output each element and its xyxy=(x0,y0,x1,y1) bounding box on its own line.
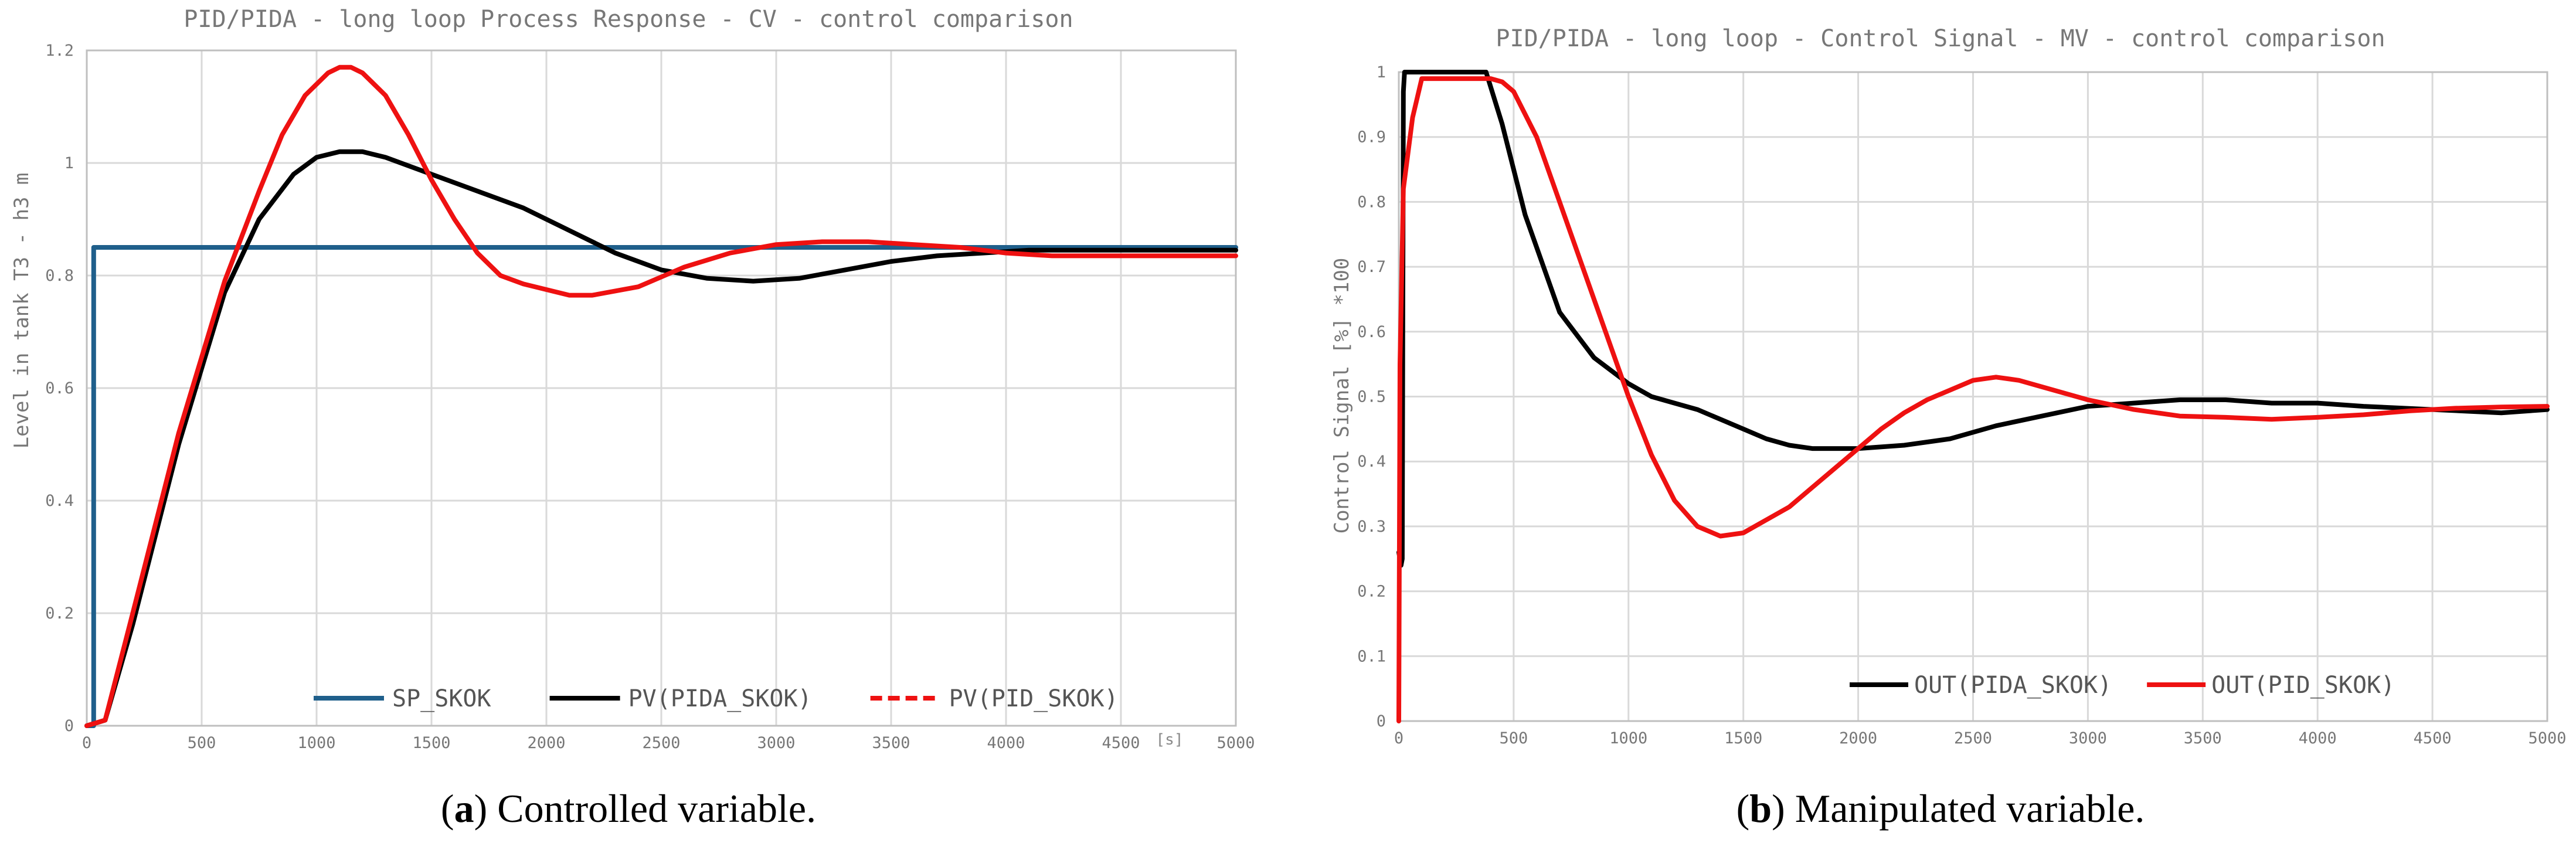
chart-left-y-ticks: 0 0.2 0.4 0.6 0.8 1 1.2 xyxy=(45,42,74,735)
x-tick-label: 1500 xyxy=(1724,729,1762,747)
x-tick-label: 3500 xyxy=(872,734,910,752)
y-tick-label: 0.6 xyxy=(1357,323,1386,341)
y-tick-label: 0.4 xyxy=(1357,453,1386,471)
series-line-2 xyxy=(84,64,1238,728)
caption-right-text: Manipulated variable. xyxy=(1785,786,2145,831)
x-tick-label: 5000 xyxy=(1216,734,1255,752)
x-tick-label: 3000 xyxy=(2069,729,2107,747)
x-tick-label: 5000 xyxy=(2528,729,2566,747)
chart-right-series xyxy=(1396,70,2550,723)
x-tick-label: 2000 xyxy=(527,734,565,752)
series-line-0 xyxy=(1396,70,2550,568)
y-tick-label: 1 xyxy=(1377,63,1386,81)
x-tick-label: 500 xyxy=(1500,729,1528,747)
x-tick-label: 2500 xyxy=(642,734,680,752)
y-tick-label: 0.1 xyxy=(1357,647,1386,665)
chart-right-y-axis-title: Control Signal [%] *100 xyxy=(1330,258,1354,534)
x-tick-label: 1000 xyxy=(297,734,335,752)
x-tick-label: 2500 xyxy=(1954,729,1992,747)
legend-label-1: OUT(PID_SKOK) xyxy=(2211,672,2395,699)
x-tick-label: 2000 xyxy=(1839,729,1877,747)
y-tick-label: 0.2 xyxy=(45,604,74,623)
caption-left-letter: a xyxy=(454,786,474,831)
chart-left-title: PID/PIDA - long loop Process Response - … xyxy=(183,6,1073,33)
y-tick-label: 0.9 xyxy=(1357,128,1386,147)
chart-left-series xyxy=(84,64,1238,728)
y-tick-label: 0 xyxy=(1377,712,1386,730)
chart-controlled-variable: PID/PIDA - long loop Process Response - … xyxy=(10,6,1255,752)
x-tick-label: 4000 xyxy=(987,734,1025,752)
y-tick-label: 0 xyxy=(64,717,74,735)
legend-label-2: PV(PID_SKOK) xyxy=(949,685,1119,712)
chart-right-legend: OUT(PIDA_SKOK) OUT(PID_SKOK) xyxy=(1850,672,2395,699)
chart-manipulated-variable: PID/PIDA - long loop - Control Signal - … xyxy=(1330,25,2567,747)
x-tick-label: 3000 xyxy=(757,734,795,752)
caption-left-close: ) xyxy=(474,786,488,831)
y-tick-label: 0.6 xyxy=(45,379,74,397)
y-tick-label: 0.8 xyxy=(45,267,74,285)
caption-left-open: ( xyxy=(441,786,454,831)
chart-left-legend: SP_SKOK PV(PIDA_SKOK) PV(PID_SKOK) xyxy=(314,685,1119,712)
x-tick-label: 4000 xyxy=(2299,729,2337,747)
plot-area-border xyxy=(86,49,1237,727)
legend-label-1: PV(PIDA_SKOK) xyxy=(628,685,812,712)
chart-right-grid xyxy=(1398,71,2548,722)
caption-right: (b) Manipulated variable. xyxy=(1736,786,2145,831)
x-tick-label: 500 xyxy=(188,734,216,752)
legend-label-0: SP_SKOK xyxy=(392,685,491,712)
chart-left-x-unit: [s] xyxy=(1156,731,1184,749)
chart-right-title: PID/PIDA - long loop - Control Signal - … xyxy=(1496,25,2385,52)
y-tick-label: 1 xyxy=(64,154,74,172)
x-tick-label: 4500 xyxy=(1102,734,1140,752)
x-tick-label: 0 xyxy=(82,734,91,752)
y-tick-label: 0.3 xyxy=(1357,518,1386,536)
chart-left-grid xyxy=(86,49,1237,727)
x-tick-label: 3500 xyxy=(2184,729,2222,747)
caption-right-open: ( xyxy=(1736,786,1750,831)
y-tick-label: 0.2 xyxy=(1357,583,1386,601)
y-tick-label: 0.5 xyxy=(1357,388,1386,406)
chart-left-x-ticks: 0 500 1000 1500 2000 2500 3000 3500 4000 4500 5000 xyxy=(82,734,1255,752)
x-tick-label: 1500 xyxy=(412,734,450,752)
caption-right-close: ) xyxy=(1772,786,1785,831)
x-tick-label: 1000 xyxy=(1609,729,1647,747)
y-tick-label: 0.7 xyxy=(1357,258,1386,276)
series-line-1 xyxy=(1396,76,2550,723)
caption-left: (a) Controlled variable. xyxy=(441,786,816,831)
y-tick-label: 0.8 xyxy=(1357,193,1386,211)
chart-left-y-axis-title: Level in tank T3 - h3 m xyxy=(10,173,33,449)
x-tick-label: 4500 xyxy=(2414,729,2452,747)
caption-left-text: Controlled variable. xyxy=(487,786,816,831)
x-tick-label: 0 xyxy=(1394,729,1403,747)
legend-label-0: OUT(PIDA_SKOK) xyxy=(1914,672,2112,699)
chart-right-y-ticks: 0 0.1 0.2 0.3 0.4 0.5 0.6 0.7 0.8 0.9 1 xyxy=(1357,63,1386,730)
chart-right-x-ticks: 0 500 1000 1500 2000 2500 3000 3500 4000 4500 5000 xyxy=(1394,729,2567,747)
y-tick-label: 0.4 xyxy=(45,492,74,510)
y-tick-label: 1.2 xyxy=(45,42,74,60)
caption-right-letter: b xyxy=(1749,786,1772,831)
